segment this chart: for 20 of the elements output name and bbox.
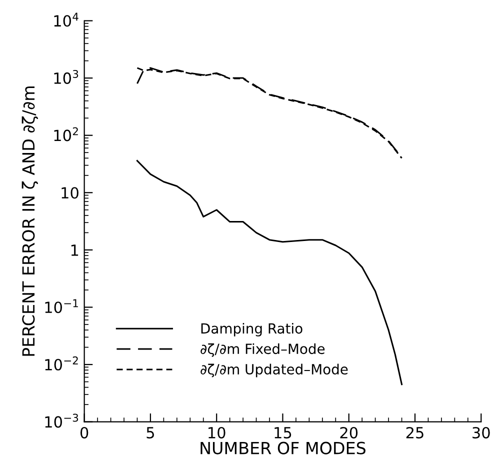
y-tick-label: 1 xyxy=(71,244,78,256)
x-axis-title: NUMBER OF MODES xyxy=(200,442,366,454)
x-tick-label: 25 xyxy=(406,426,424,438)
legend-label: ∂ζ/∂m Updated–Mode xyxy=(200,364,348,378)
y-tick-label: 10 xyxy=(62,187,78,199)
y-axis-title: PERCENT ERROR IN ζ AND ∂ζ/∂m xyxy=(22,86,38,356)
y-tick-label: 10$^{−3}$ xyxy=(45,414,78,428)
y-tick-label: 10$^{2}$ xyxy=(54,127,78,142)
y-tick-label: 10$^{4}$ xyxy=(54,12,78,27)
x-tick-label: 0 xyxy=(80,426,88,438)
x-tick-label: 20 xyxy=(340,426,358,438)
y-tick-label: 10$^{−1}$ xyxy=(45,299,78,314)
legend-label: ∂ζ/∂m Fixed–Mode xyxy=(200,343,325,357)
legend-label: Damping Ratio xyxy=(201,322,302,336)
y-tick-label: 10$^{3}$ xyxy=(54,70,78,84)
y-tick-label: 10$^{−2}$ xyxy=(45,356,78,370)
x-tick-label: 5 xyxy=(146,427,154,438)
x-tick-label: 15 xyxy=(274,427,292,438)
x-tick-label: 10 xyxy=(208,426,226,438)
x-tick-label: 30 xyxy=(472,426,490,438)
